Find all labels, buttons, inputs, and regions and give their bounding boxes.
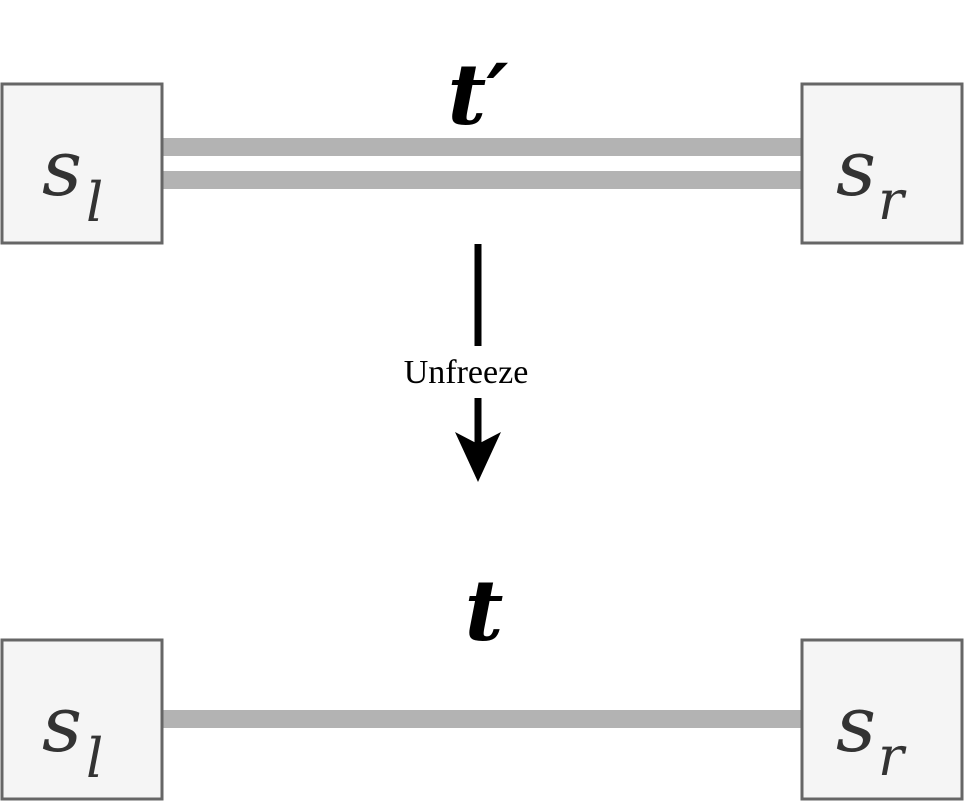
- after-left-node-main: s: [42, 680, 82, 770]
- after-edge-label: t: [465, 561, 504, 660]
- after-right-node-main: s: [836, 680, 876, 770]
- before-group: t′ sl sr: [0, 45, 964, 245]
- after-left-node-label: sl: [42, 680, 103, 790]
- before-right-node-main: s: [836, 124, 876, 214]
- before-right-node-label: sr: [836, 124, 907, 232]
- before-right-node-box: [800, 82, 964, 245]
- before-right-node: sr: [800, 82, 964, 245]
- after-group: t sl sr: [0, 561, 964, 801]
- after-right-node-label: sr: [836, 680, 907, 788]
- after-left-node-sub: l: [86, 727, 103, 790]
- before-edge-label: t′: [448, 45, 509, 144]
- transition-label: Unfreeze: [404, 354, 529, 391]
- before-left-node-main: s: [42, 124, 82, 214]
- after-right-node-sub: r: [878, 725, 907, 788]
- before-right-node-sub: r: [878, 169, 907, 232]
- transition-arrow: Unfreeze: [404, 244, 529, 482]
- before-left-node: sl: [0, 82, 164, 245]
- after-left-node: sl: [0, 638, 164, 801]
- after-right-node-box: [800, 638, 964, 801]
- before-left-node-sub: l: [86, 171, 103, 234]
- before-left-node-label: sl: [42, 124, 103, 234]
- before-left-node-box: [0, 82, 164, 245]
- arrow-head: [455, 432, 501, 482]
- after-left-node-box: [0, 638, 164, 801]
- after-right-node: sr: [800, 638, 964, 801]
